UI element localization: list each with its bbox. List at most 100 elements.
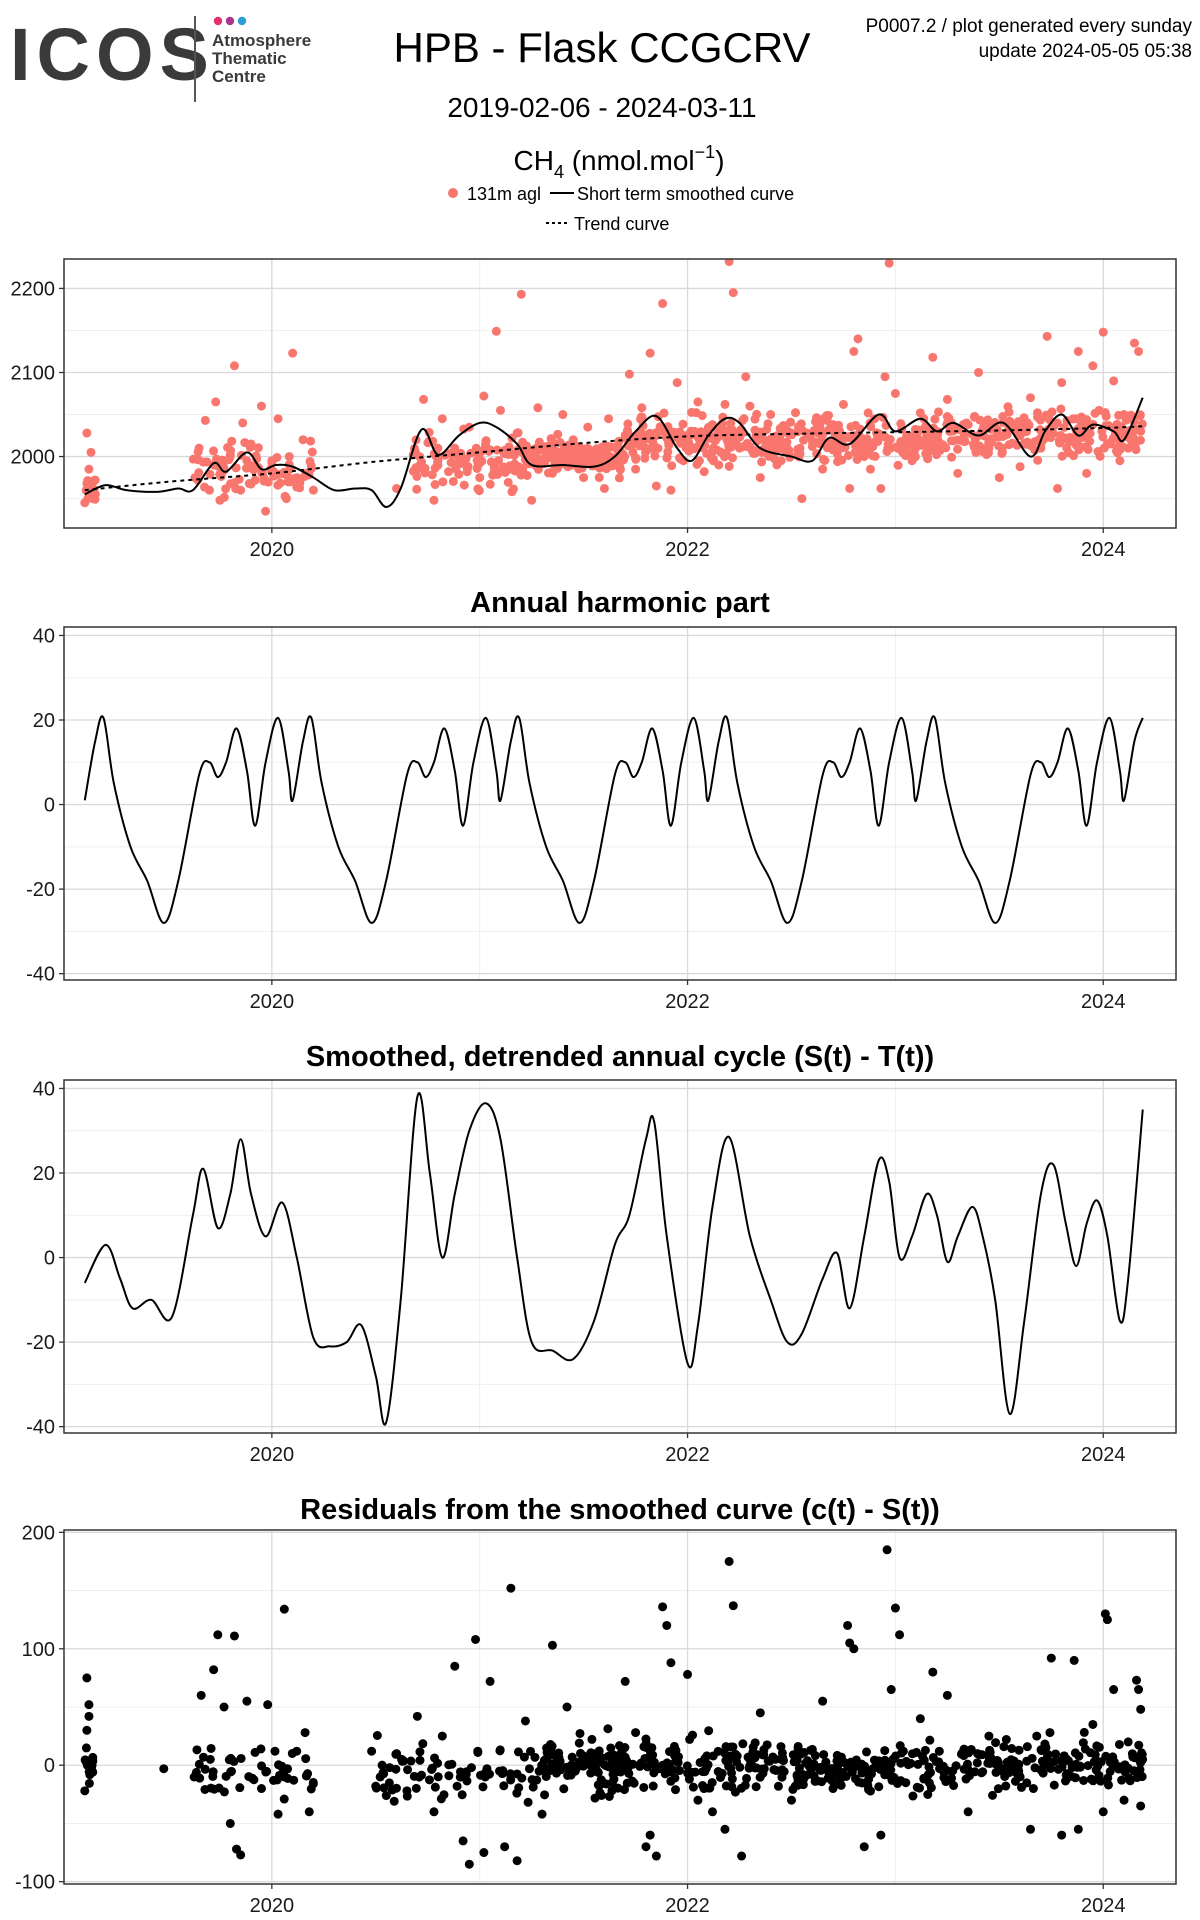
- data-point: [86, 447, 96, 457]
- x-tick-label: 2024: [1081, 1895, 1126, 1917]
- data-point: [635, 428, 645, 438]
- data-point: [723, 437, 733, 447]
- y-tick-label: 40: [33, 625, 55, 647]
- data-point: [887, 1775, 897, 1785]
- panel-border: [63, 1529, 1177, 1885]
- data-point: [859, 1842, 869, 1852]
- unit-superscript: −1: [695, 142, 716, 162]
- data-point: [864, 1765, 874, 1775]
- data-point: [739, 414, 749, 424]
- data-point: [636, 1758, 646, 1768]
- data-point: [88, 494, 98, 504]
- data-point: [289, 1775, 299, 1785]
- data-point: [852, 1761, 862, 1771]
- data-point: [84, 1778, 94, 1788]
- series-line: [83, 1092, 1144, 1426]
- logo-dot-blue: [237, 16, 247, 26]
- data-point: [554, 454, 564, 464]
- data-point: [1067, 1762, 1077, 1772]
- data-point: [759, 1764, 769, 1774]
- data-point: [1045, 1728, 1055, 1738]
- data-point: [672, 378, 682, 388]
- data-point: [424, 1775, 434, 1785]
- data-point: [292, 1746, 302, 1756]
- y-tick-label: 0: [44, 1248, 55, 1270]
- data-point: [906, 435, 916, 445]
- data-point: [200, 415, 210, 425]
- data-point: [530, 1752, 540, 1762]
- data-point: [537, 1809, 547, 1819]
- data-point: [931, 1757, 941, 1767]
- data-point: [928, 352, 938, 362]
- data-point: [279, 1604, 289, 1614]
- data-point: [854, 1777, 864, 1787]
- data-point: [836, 1780, 846, 1790]
- data-point: [1127, 1749, 1137, 1759]
- data-point: [279, 1794, 289, 1804]
- data-point: [1094, 1742, 1104, 1752]
- data-point: [908, 1791, 918, 1801]
- data-point: [1046, 1763, 1056, 1773]
- data-point: [571, 1764, 581, 1774]
- data-point: [604, 1762, 614, 1772]
- data-point: [403, 1765, 413, 1775]
- data-point: [864, 1774, 874, 1784]
- data-point: [371, 1781, 381, 1791]
- data-point: [241, 463, 251, 473]
- data-point: [81, 1743, 91, 1753]
- data-point: [643, 1762, 653, 1772]
- data-point: [1132, 1675, 1142, 1685]
- data-point: [755, 473, 765, 483]
- data-point: [1094, 1770, 1104, 1780]
- data-point: [1049, 1780, 1059, 1790]
- data-point: [399, 1756, 409, 1766]
- data-point: [669, 427, 679, 437]
- data-point: [1003, 402, 1013, 412]
- data-point: [484, 1769, 494, 1779]
- data-point: [528, 1782, 538, 1792]
- data-point: [1098, 1807, 1108, 1817]
- data-point: [1001, 1781, 1011, 1791]
- data-point: [84, 1711, 94, 1721]
- data-point: [639, 1782, 649, 1792]
- data-point: [687, 407, 697, 417]
- data-point: [379, 1783, 389, 1793]
- data-point: [604, 1791, 614, 1801]
- data-point: [623, 419, 633, 429]
- data-point: [412, 464, 422, 474]
- data-point: [816, 1765, 826, 1775]
- data-point: [256, 401, 266, 411]
- data-point: [1004, 440, 1014, 450]
- data-point: [412, 471, 422, 481]
- data-point: [499, 449, 509, 459]
- data-point: [555, 1756, 565, 1766]
- data-point: [949, 1781, 959, 1791]
- data-point: [786, 428, 796, 438]
- data-point: [211, 397, 221, 407]
- data-point: [527, 495, 537, 505]
- data-point: [750, 1753, 760, 1763]
- data-point: [777, 1748, 787, 1758]
- data-point: [236, 1850, 246, 1860]
- data-point: [845, 483, 855, 493]
- data-point: [1083, 1761, 1093, 1771]
- data-point: [208, 1767, 218, 1777]
- y-tick-label: 0: [44, 1755, 55, 1777]
- data-point: [851, 1755, 861, 1765]
- data-point: [641, 1738, 651, 1748]
- data-point: [789, 1757, 799, 1767]
- data-point: [756, 429, 766, 439]
- data-point: [614, 450, 624, 460]
- panel-title-harmonic: Annual harmonic part: [470, 587, 770, 619]
- data-point: [812, 413, 822, 423]
- data-point: [307, 447, 317, 457]
- data-point: [704, 1726, 714, 1736]
- data-point: [751, 1782, 761, 1792]
- data-point: [1119, 1795, 1129, 1805]
- data-point: [263, 1700, 273, 1710]
- data-point: [196, 1690, 206, 1700]
- data-point: [474, 486, 484, 496]
- data-point: [606, 1743, 616, 1753]
- data-point: [651, 481, 661, 491]
- data-point: [372, 1730, 382, 1740]
